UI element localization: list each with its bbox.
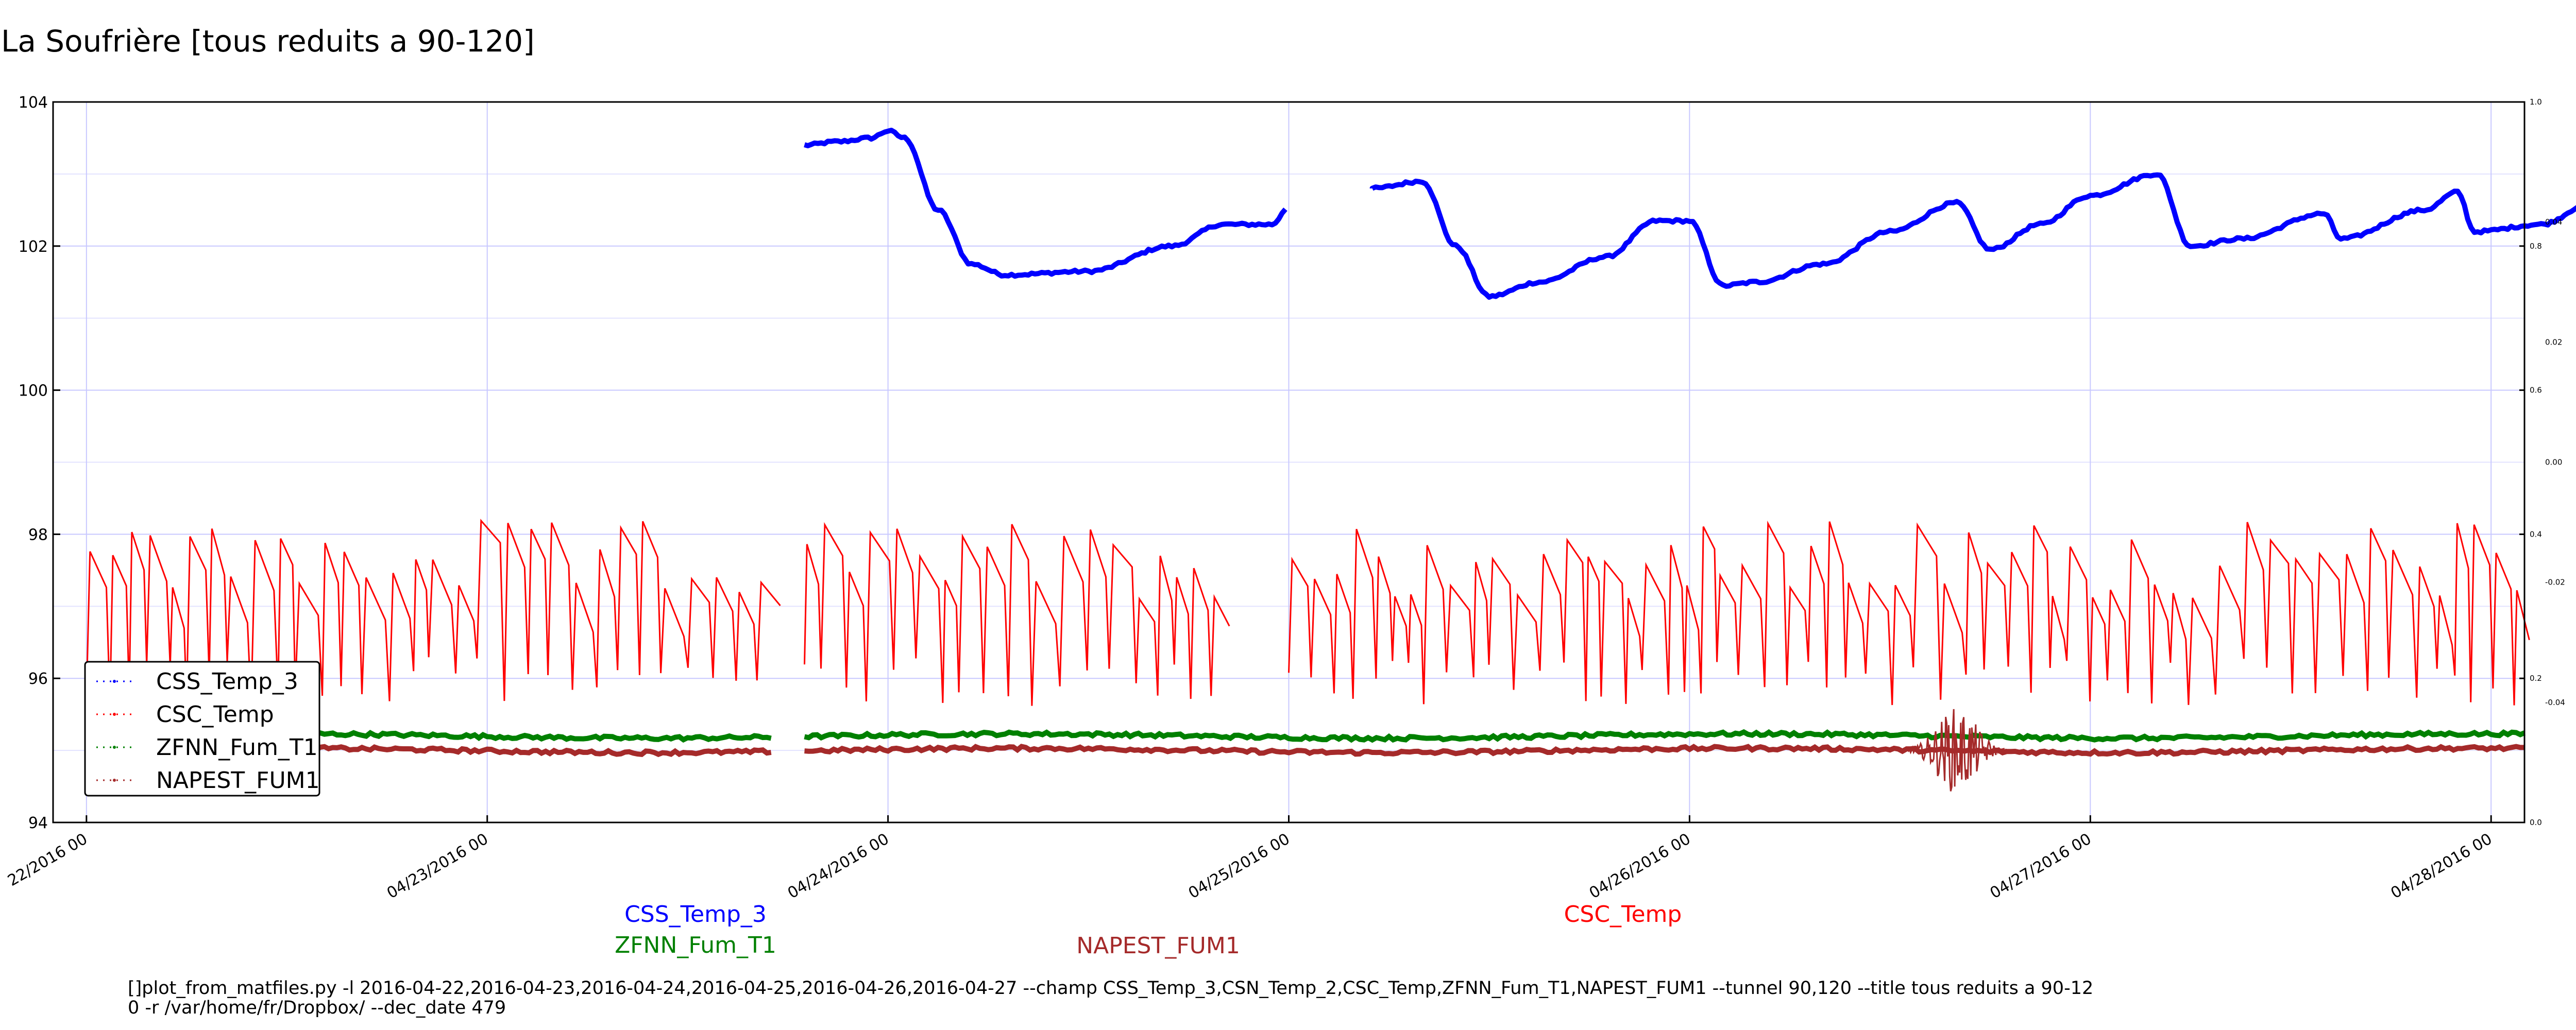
legend-label: ZFNN_Fum_T1 bbox=[156, 734, 318, 761]
right-tick-label-minor: 0.04 bbox=[2545, 217, 2562, 227]
right-tick-label: 1.0 bbox=[2530, 97, 2542, 107]
series-group bbox=[85, 128, 2576, 792]
series-label-below: ZFNN_Fum_T1 bbox=[615, 932, 776, 958]
legend-marker bbox=[113, 680, 116, 683]
series-line-CSC_Temp bbox=[86, 519, 781, 707]
x-tick-label: 04/25/2016 00 bbox=[1185, 830, 1293, 903]
x-tick-label: 04/23/2016 00 bbox=[384, 830, 492, 903]
command-line-1: []plot_from_matfiles.py -l 2016-04-22,20… bbox=[128, 978, 2093, 999]
series-line-CSC_Temp bbox=[1288, 520, 2530, 706]
legend-item: NAPEST_FUM1 bbox=[96, 767, 320, 794]
series-label-below: NAPEST_FUM1 bbox=[1076, 933, 1240, 959]
right-tick-label-minor: -0.04 bbox=[2545, 698, 2565, 707]
series-line-CSS_Temp_3 bbox=[804, 128, 2576, 300]
y-tick-label: 94 bbox=[28, 814, 48, 832]
right-tick-label-minor: 0.02 bbox=[2545, 337, 2562, 347]
legend-marker bbox=[113, 746, 116, 749]
legend-label: CSC_Temp bbox=[156, 701, 274, 728]
series-line-ZFNN_Fum_T1 bbox=[804, 729, 2526, 743]
series-line-NAPEST_FUM1 bbox=[804, 744, 2524, 757]
legend-label: NAPEST_FUM1 bbox=[156, 767, 320, 794]
series-label-below: CSC_Temp bbox=[1564, 901, 1682, 928]
right-tick-label: 0.4 bbox=[2530, 529, 2542, 539]
axes: 22/2016 00 04/23/2016 00 04/24/2016 00 04/2… bbox=[5, 94, 2565, 902]
y-tick-label: 96 bbox=[28, 670, 48, 688]
x-tick-label: 04/28/2016 00 bbox=[2388, 830, 2496, 903]
x-tick-label: 04/27/2016 00 bbox=[1987, 830, 2095, 903]
series-labels-below: CSS_Temp_3 ZFNN_Fum_T1 NAPEST_FUM1 CSC_Temp bbox=[615, 901, 1682, 959]
legend-marker bbox=[113, 713, 116, 716]
y-tick-label: 102 bbox=[19, 238, 48, 256]
x-tick-label: 04/26/2016 00 bbox=[1586, 830, 1694, 903]
chart-title: La Soufrière [tous reduits a 90-120] bbox=[1, 24, 535, 59]
right-tick-label: 0.6 bbox=[2530, 386, 2542, 395]
legend-label: CSS_Temp_3 bbox=[156, 668, 298, 695]
right-tick-label-minor: -0.02 bbox=[2545, 578, 2565, 587]
right-tick-label: 0.0 bbox=[2530, 818, 2542, 827]
right-tick-label: 0.2 bbox=[2530, 674, 2542, 683]
series-line-CSC_Temp bbox=[804, 522, 1230, 706]
legend: CSS_Temp_3 CSC_Temp ZFNN_Fum_T1 NAPEST_FUM1 bbox=[84, 661, 320, 797]
legend-item: CSS_Temp_3 bbox=[96, 668, 298, 695]
x-tick-label: 22/2016 00 bbox=[5, 830, 91, 890]
right-tick-label: 0.8 bbox=[2530, 242, 2542, 251]
legend-box bbox=[84, 661, 320, 797]
legend-item: ZFNN_Fum_T1 bbox=[96, 734, 318, 761]
command-line-2: 0 -r /var/home/fr/Dropbox/ --dec_date 47… bbox=[128, 998, 506, 1018]
right-tick-label-minor: 0.00 bbox=[2545, 458, 2562, 467]
series-label-below: CSS_Temp_3 bbox=[624, 901, 767, 928]
y-tick-label: 98 bbox=[28, 526, 48, 544]
y-tick-label: 104 bbox=[19, 94, 48, 112]
legend-item: CSC_Temp bbox=[96, 701, 274, 728]
x-tick-label: 04/24/2016 00 bbox=[785, 830, 892, 903]
legend-marker bbox=[113, 779, 116, 782]
y-tick-label: 100 bbox=[19, 382, 48, 400]
grid bbox=[53, 102, 2524, 822]
series-burst-NAPEST_FUM1 bbox=[1906, 709, 2007, 792]
